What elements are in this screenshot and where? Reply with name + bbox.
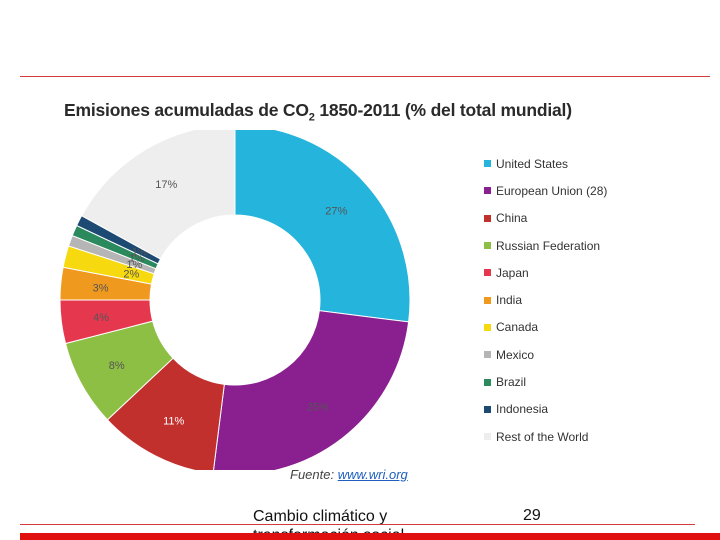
bottom-bar (20, 533, 720, 540)
footer-text-line1: Cambio climático y (253, 508, 388, 525)
data-label-china: 11% (163, 415, 184, 427)
legend-label: United States (496, 156, 569, 171)
source-label: Fuente: (290, 467, 335, 482)
legend-item-mexico: Mexico (484, 341, 607, 368)
data-label-canada: 2% (123, 268, 139, 280)
data-label-russian-federation: 8% (109, 360, 125, 372)
legend-swatch (484, 351, 491, 359)
donut-chart: 27%25%11%8%4%3%2%1%1%1%17% (59, 130, 411, 470)
legend-item-china: China (484, 205, 607, 232)
top-rule (20, 76, 710, 77)
data-label-rest-of-the-world: 17% (155, 179, 177, 191)
legend-item-brazil: Brazil (484, 368, 607, 395)
chart-legend: United States European Union (28) China Rus… (484, 150, 607, 450)
legend-item-united-states: United States (484, 150, 607, 177)
legend-item-japan: Japan (484, 259, 607, 286)
legend-item-canada: Canada (484, 314, 607, 341)
legend-swatch (484, 323, 491, 331)
legend-swatch (484, 269, 491, 277)
legend-label: Indonesia (496, 402, 549, 417)
legend-swatch (484, 296, 491, 304)
legend-item-rest-of-the-world: Rest of the World (484, 423, 607, 450)
legend-swatch (484, 160, 491, 168)
chart-title-rest: 1850-2011 (% del total mundial) (314, 100, 572, 120)
legend-item-russian-federation: Russian Federation (484, 232, 607, 259)
legend-item-india: India (484, 286, 607, 313)
legend-label: Mexico (496, 347, 535, 362)
chart-title: Emisiones acumuladas de CO2 1850-2011 (%… (64, 100, 572, 124)
legend-label: Rest of the World (496, 429, 589, 444)
legend-item-european-union-28: European Union (28) (484, 177, 607, 204)
legend-label: Canada (496, 320, 539, 335)
legend-swatch (484, 405, 491, 413)
legend-label: Brazil (496, 375, 527, 390)
data-label-japan: 4% (93, 312, 109, 324)
slice-united-states (234, 130, 411, 323)
legend-label: Russian Federation (496, 238, 601, 253)
legend-label: China (496, 211, 528, 226)
source-note: Fuente: www.wri.org (290, 467, 408, 482)
legend-swatch (484, 214, 491, 222)
legend-label: India (496, 293, 523, 308)
slice-european-union-28 (213, 310, 410, 470)
source-link[interactable]: www.wri.org (337, 467, 408, 482)
data-label-india: 3% (93, 282, 109, 294)
legend-swatch (484, 242, 491, 250)
chart-title-main: Emisiones acumuladas de CO (64, 100, 309, 120)
slice-rest-of-the-world (80, 130, 236, 260)
data-label-european-union-28: 25% (307, 402, 329, 414)
data-label-united-states: 27% (325, 206, 347, 218)
legend-swatch (484, 187, 491, 195)
legend-item-indonesia: Indonesia (484, 396, 607, 423)
page-number: 29 (523, 507, 541, 524)
legend-swatch (484, 378, 491, 386)
bottom-rule (20, 524, 695, 525)
chart-title-subscript: 2 (308, 111, 315, 124)
legend-label: European Union (28) (496, 183, 608, 198)
legend-swatch (484, 433, 491, 441)
legend-label: Japan (496, 265, 529, 280)
